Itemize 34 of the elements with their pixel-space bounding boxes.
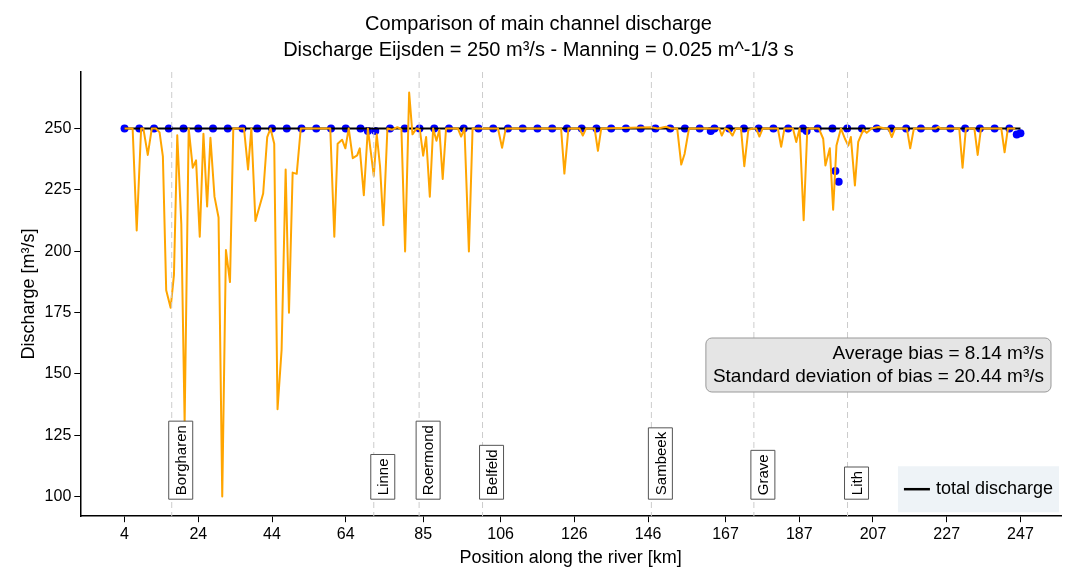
x-tick-label: 247	[1007, 525, 1034, 543]
y-tick-label: 100	[44, 486, 72, 504]
y-tick-label: 225	[44, 180, 72, 198]
x-tick-label: 64	[336, 525, 355, 543]
x-tick-label: 207	[859, 525, 887, 543]
annotation: Average bias = 8.14 m³/s	[832, 341, 1044, 363]
y-tick-label: 250	[44, 118, 72, 136]
y-tick-label: 175	[44, 302, 72, 320]
y-tick-label: 150	[44, 364, 72, 382]
y-tick-label: 200	[44, 241, 72, 259]
x-tick-label: 167	[712, 525, 739, 543]
x-tick-label: 106	[487, 525, 515, 543]
ref-line-label: Lith	[847, 471, 865, 496]
ref-line-label: Linne	[373, 458, 391, 496]
x-tick-label: 44	[263, 525, 282, 543]
x-tick-label: 146	[634, 525, 662, 543]
ref-line-label: Grave	[754, 454, 772, 496]
ref-line-label: Roermond	[419, 425, 437, 496]
ref-line-label: Borgharen	[171, 425, 189, 496]
y-axis-title: Discharge [m³/s]	[17, 228, 38, 360]
y-tick-label: 125	[44, 425, 72, 443]
x-tick-label: 126	[560, 525, 588, 543]
x-tick-label: 227	[933, 525, 961, 543]
legend-label: total discharge	[935, 478, 1054, 499]
ref-line-label: Belfeld	[482, 449, 500, 496]
chart-subtitle: Discharge Eijsden = 250 m³/s - Manning = 0.025 m^-1/3 s	[283, 37, 794, 60]
x-tick-label: 85	[414, 525, 433, 543]
x-tick-label: 24	[189, 525, 208, 543]
chart-title: Comparison of main channel discharge	[365, 11, 712, 34]
x-axis-title: Position along the river [km]	[459, 547, 682, 568]
annotation: Standard deviation of bias = 20.44 m³/s	[712, 364, 1044, 386]
x-tick-label: 4	[120, 525, 130, 543]
x-tick-label: 187	[785, 525, 813, 543]
ref-line-label: Sambeek	[651, 431, 669, 496]
